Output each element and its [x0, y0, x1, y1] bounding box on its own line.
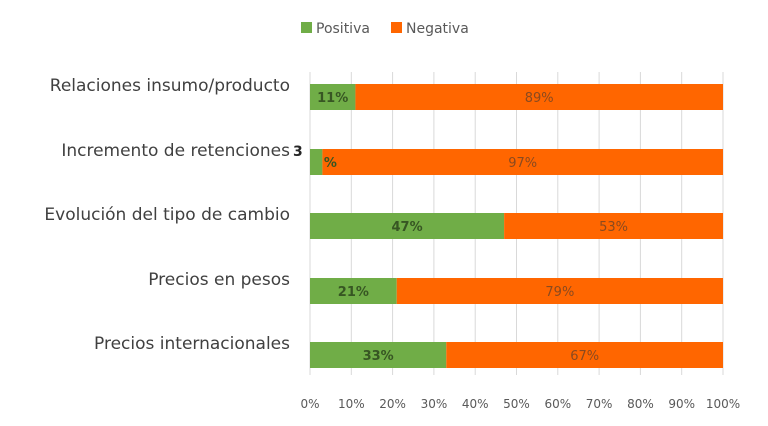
category-label: Precios internacionales — [94, 334, 290, 354]
data-label: 79% — [545, 285, 574, 300]
x-tick-label: 90% — [668, 397, 695, 411]
category-label: Evolución del tipo de cambio — [44, 205, 290, 225]
x-tick-label: 30% — [421, 397, 448, 411]
legend-swatch — [391, 22, 402, 33]
data-label: 67% — [570, 349, 599, 364]
bar-segment-negativa — [504, 213, 723, 239]
data-label: 47% — [391, 220, 422, 235]
outside-data-label: 3 — [293, 144, 303, 160]
bar-segment-positiva — [310, 342, 447, 368]
data-labels: 11% 89%% 97% 47% 53% 21% 79% 33% 67% — [317, 91, 628, 364]
x-tick-label: 0% — [300, 397, 319, 411]
bar-segment-negativa — [322, 149, 723, 175]
legend-label: Positiva — [316, 21, 370, 37]
bar-segment-positiva — [310, 149, 323, 175]
data-label: 21% — [338, 285, 369, 300]
category-label: Incremento de retenciones — [61, 141, 290, 161]
x-tick-label: 20% — [379, 397, 406, 411]
data-label: 53% — [599, 220, 628, 235]
x-tick-label: 60% — [544, 397, 571, 411]
category-labels: Relaciones insumo/producto Incremento de … — [44, 76, 302, 354]
data-label: 33% — [363, 349, 394, 364]
bar-segment-positiva — [310, 84, 356, 110]
bar-segment-negativa — [355, 84, 723, 110]
legend-label: Negativa — [406, 21, 469, 37]
x-tick-label: 80% — [627, 397, 654, 411]
data-label: % — [324, 156, 337, 171]
bars — [310, 84, 723, 368]
category-label: Relaciones insumo/producto — [50, 76, 290, 96]
x-tick-label: 100% — [706, 397, 740, 411]
data-label: 97% — [508, 156, 537, 171]
x-tick-label: 50% — [503, 397, 530, 411]
x-tick-label: 40% — [462, 397, 489, 411]
legend: Positiva Negativa — [301, 21, 469, 37]
bar-segment-negativa — [396, 278, 723, 304]
x-tick-label: 70% — [586, 397, 613, 411]
bar-segment-positiva — [310, 278, 397, 304]
bar-segment-negativa — [446, 342, 723, 368]
category-label: Precios en pesos — [148, 270, 290, 290]
data-label: 11% — [317, 91, 348, 106]
x-axis-ticks: 0% 10% 20% 30% 40% 50% 60% 70% 80% 90% 100% — [300, 397, 740, 411]
legend-swatch — [301, 22, 312, 33]
bar-segment-positiva — [310, 213, 505, 239]
data-label: 89% — [525, 91, 554, 106]
x-tick-label: 10% — [338, 397, 365, 411]
